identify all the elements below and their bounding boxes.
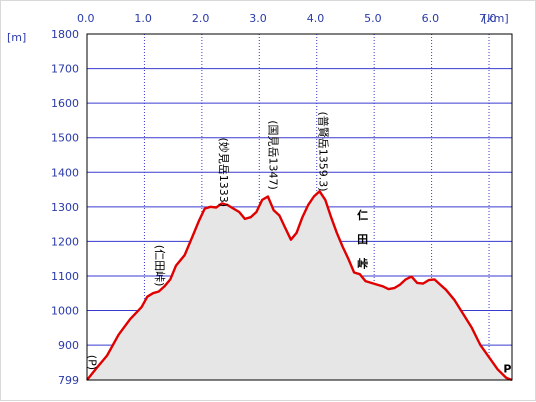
y-tick-label: 1600 bbox=[51, 97, 79, 110]
y-tick-labels: 1800 1700 1600 1500 1400 1300 1200 1100 1000 900 7… bbox=[51, 28, 79, 387]
x-tick-label: 0.0 bbox=[77, 12, 95, 25]
y-axis-unit: [m] bbox=[7, 31, 26, 44]
peak-annotation: (妙見岳1333) bbox=[217, 138, 231, 208]
peak-annotation: (仁田峠) bbox=[153, 245, 167, 287]
point-annotation: P bbox=[503, 363, 511, 376]
elevation-line bbox=[86, 190, 513, 382]
y-tick-label: 1000 bbox=[51, 305, 79, 318]
x-tick-label: 4.0 bbox=[307, 12, 325, 25]
x-tick-label: 3.0 bbox=[249, 12, 267, 25]
y-tick-label: 1700 bbox=[51, 63, 79, 76]
y-tick-label: 799 bbox=[58, 374, 79, 387]
peak-annotation: (国見岳1347) bbox=[267, 120, 280, 190]
y-tick-label: 900 bbox=[58, 339, 79, 352]
axes bbox=[86, 33, 513, 381]
y-tick-label: 1100 bbox=[51, 270, 79, 283]
y-tick-label: 1500 bbox=[51, 132, 79, 145]
x-tick-label: 6.0 bbox=[422, 12, 440, 25]
x-axis-unit: [km] bbox=[483, 12, 509, 25]
x-tick-label: 2.0 bbox=[192, 12, 210, 25]
peak-annotation: (普賢岳1359.3) bbox=[317, 111, 331, 191]
annotations: (仁田峠) (妙見岳1333) (国見岳1347) (普賢岳1359.3) 仁田峠 (P)… bbox=[86, 111, 512, 375]
point-annotation: 峠 bbox=[357, 256, 368, 270]
x-tick-labels: 0.0 1.0 2.0 3.0 4.0 5.0 6.0 7.0 bbox=[77, 12, 497, 25]
y-tick-label: 1800 bbox=[51, 28, 79, 41]
area-layer bbox=[86, 190, 513, 382]
x-tick-label: 7.0 bbox=[479, 12, 497, 25]
y-tick-label: 1400 bbox=[51, 166, 79, 179]
y-tick-label: 1200 bbox=[51, 235, 79, 248]
y-tick-label: 1300 bbox=[51, 201, 79, 214]
peak-annotation: (P) bbox=[86, 355, 99, 370]
plot-border bbox=[86, 33, 513, 381]
x-tick-label: 1.0 bbox=[134, 12, 152, 25]
point-annotation: 田 bbox=[357, 233, 368, 246]
x-tick-label: 5.0 bbox=[364, 12, 382, 25]
point-annotation: 仁 bbox=[357, 208, 368, 222]
elevation-area bbox=[87, 191, 512, 380]
